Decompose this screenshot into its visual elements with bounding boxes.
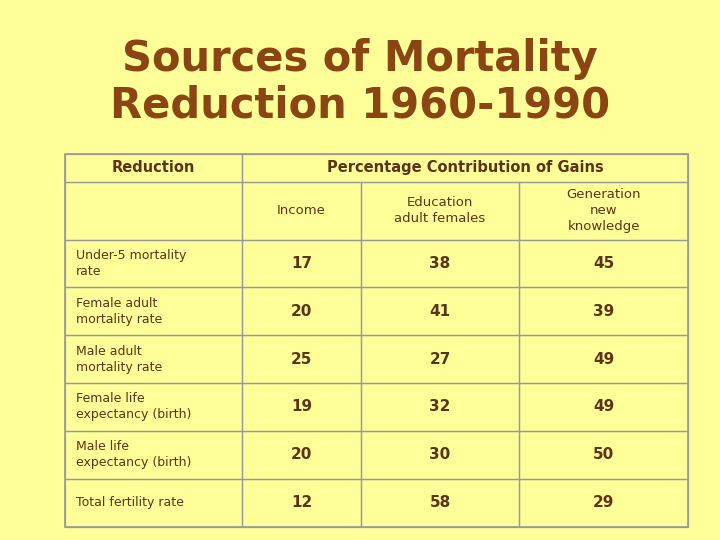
Text: 27: 27	[429, 352, 451, 367]
Bar	[243, 154, 688, 182]
Text: Female life
expectancy (birth): Female life expectancy (birth)	[76, 393, 191, 421]
Bar	[243, 478, 361, 526]
Text: 32: 32	[429, 400, 451, 415]
Text: 41: 41	[429, 304, 451, 319]
Bar	[361, 335, 519, 383]
Bar	[243, 240, 361, 287]
Bar	[65, 154, 688, 526]
Text: Education
adult females: Education adult females	[395, 196, 486, 225]
Bar	[519, 383, 688, 431]
Bar	[65, 154, 243, 182]
Text: 49: 49	[593, 352, 614, 367]
Text: 12: 12	[291, 495, 312, 510]
Text: Income: Income	[277, 204, 326, 217]
Bar	[65, 431, 243, 478]
Bar	[243, 383, 361, 431]
Bar	[243, 335, 361, 383]
Bar	[361, 182, 519, 240]
Text: Male adult
mortality rate: Male adult mortality rate	[76, 345, 162, 374]
Text: 29: 29	[593, 495, 614, 510]
Text: 19: 19	[291, 400, 312, 415]
Text: 20: 20	[291, 304, 312, 319]
Bar	[243, 182, 361, 240]
Text: 58: 58	[429, 495, 451, 510]
Bar	[519, 478, 688, 526]
Bar	[243, 431, 361, 478]
Text: Male life
expectancy (birth): Male life expectancy (birth)	[76, 440, 191, 469]
Bar	[361, 240, 519, 287]
Text: 20: 20	[291, 447, 312, 462]
Text: 39: 39	[593, 304, 614, 319]
Text: Percentage Contribution of Gains: Percentage Contribution of Gains	[327, 160, 603, 176]
Text: 38: 38	[429, 256, 451, 271]
Text: Female adult
mortality rate: Female adult mortality rate	[76, 297, 162, 326]
Text: 30: 30	[429, 447, 451, 462]
Bar	[519, 182, 688, 240]
Bar	[519, 240, 688, 287]
Bar	[65, 182, 243, 240]
Bar	[361, 431, 519, 478]
Bar	[65, 383, 243, 431]
Text: 45: 45	[593, 256, 614, 271]
Bar	[65, 335, 243, 383]
Text: Under-5 mortality
rate: Under-5 mortality rate	[76, 249, 186, 278]
Bar	[65, 478, 243, 526]
Text: Generation
new
knowledge: Generation new knowledge	[566, 188, 641, 233]
Text: Total fertility rate: Total fertility rate	[76, 496, 184, 509]
Text: 50: 50	[593, 447, 614, 462]
Text: 25: 25	[291, 352, 312, 367]
Bar	[65, 240, 243, 287]
Bar	[65, 287, 243, 335]
Text: 49: 49	[593, 400, 614, 415]
Text: Sources of Mortality
Reduction 1960-1990: Sources of Mortality Reduction 1960-1990	[110, 38, 610, 127]
Bar	[519, 431, 688, 478]
Bar	[519, 335, 688, 383]
Text: 17: 17	[291, 256, 312, 271]
Bar	[361, 383, 519, 431]
Bar	[361, 287, 519, 335]
Bar	[519, 287, 688, 335]
Text: Reduction: Reduction	[112, 160, 195, 176]
Bar	[361, 478, 519, 526]
Bar	[243, 287, 361, 335]
